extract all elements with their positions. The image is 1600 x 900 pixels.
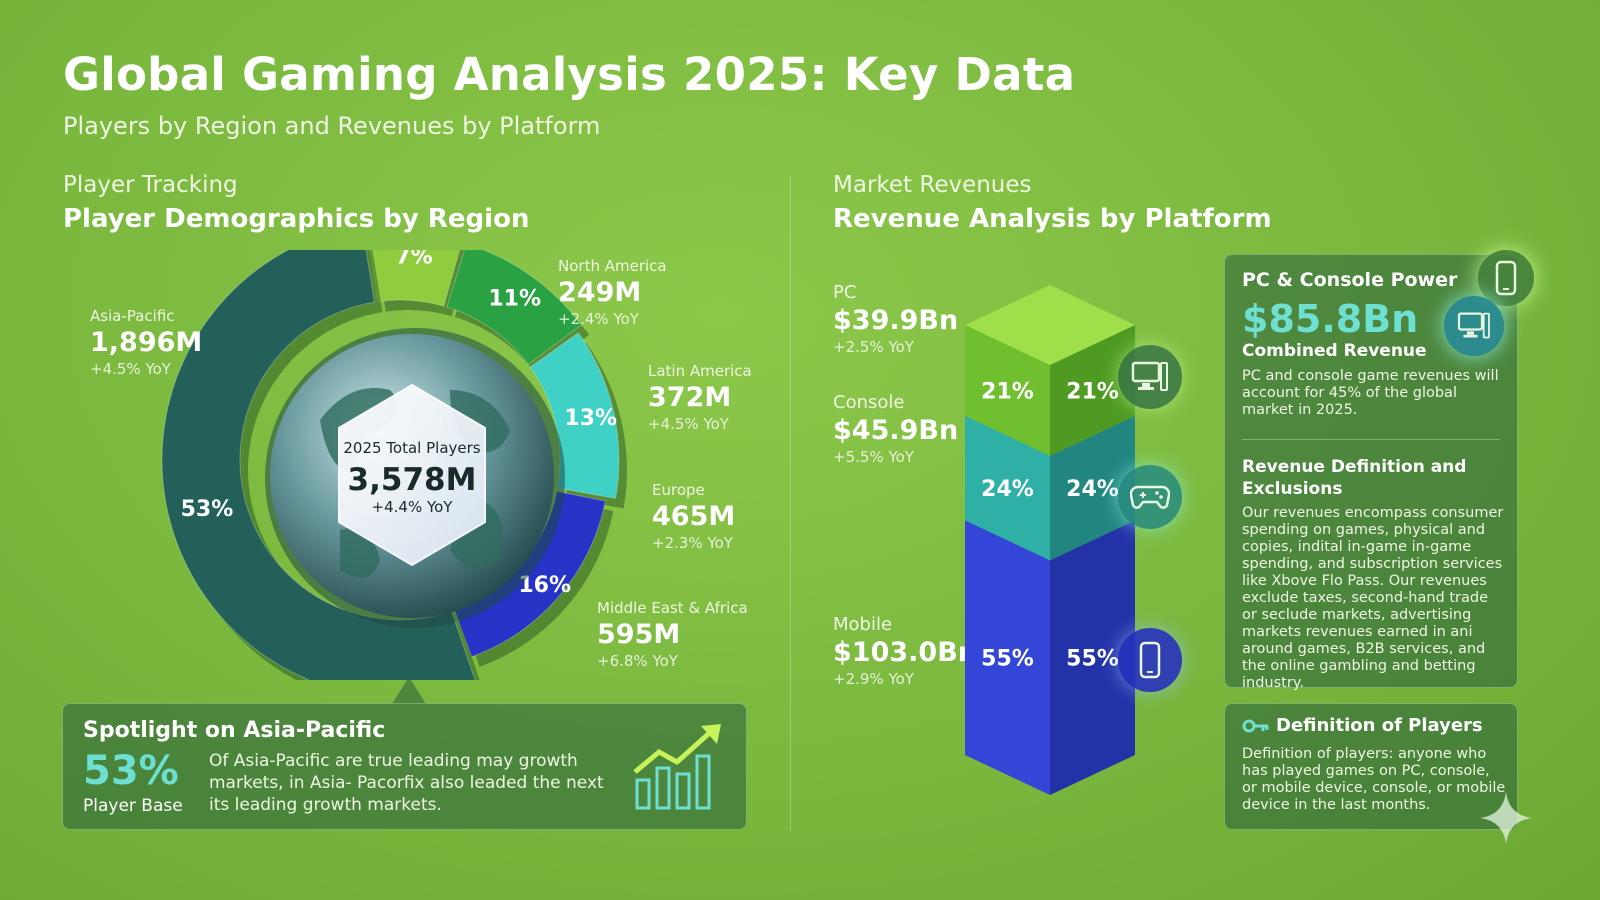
slice-label-asia-pacific: 53% [181, 497, 234, 522]
platform-name: Mobile [833, 614, 893, 635]
stack-face-left-pc [965, 325, 1050, 456]
left-section-heading: Player Demographics by Region [63, 204, 530, 234]
region-latin-america: Latin America 372M +4.5% YoY [648, 362, 752, 433]
key-icon [1242, 719, 1269, 733]
page-title: Global Gaming Analysis 2025: Key Data [63, 48, 1076, 101]
stack-label-left-mobile: 55% [981, 647, 1034, 672]
gamepad-icon [1118, 465, 1182, 529]
sparkle-icon [1480, 792, 1532, 844]
left-section-kicker: Player Tracking [63, 172, 238, 198]
smartphone-icon [1118, 628, 1182, 692]
stack-block-mobile: 55% 55% [965, 520, 1135, 795]
slice-label-north-america: 7% [395, 250, 432, 269]
region-name: Middle East & Africa [597, 599, 748, 617]
region-yoy: +4.5% YoY [90, 360, 171, 378]
platform-mobile: Mobile $103.0Bn +2.9% YoY [833, 614, 977, 688]
region-donut-chart: 7%11%13%16%53% 2025 Total Players 3,578M… [161, 250, 627, 680]
center-yoy: +4.4% YoY [372, 498, 454, 516]
stack-face-right-mobile [1050, 520, 1135, 795]
stack-face-left-mobile [965, 520, 1050, 795]
stack-face-top-pc [965, 285, 1135, 365]
platform-value: $103.0Bn [833, 637, 977, 668]
definition-of-players-card: Definition of Players Definition of play… [1224, 703, 1518, 830]
stack-label-right-mobile: 55% [1066, 647, 1119, 672]
stack-face-right-pc [1050, 325, 1135, 456]
region-asia-pacific: Asia-Pacific 1,896M +4.5% YoY [90, 307, 202, 378]
right-section-kicker: Market Revenues [833, 172, 1032, 198]
stack-face-right-console [1050, 415, 1135, 561]
donut-slice-north-america [369, 250, 461, 307]
stack-label-left-pc: 21% [981, 379, 1034, 404]
combined-revenue-label: Combined Revenue [1242, 341, 1427, 361]
spotlight-number: 53% [83, 748, 179, 794]
platform-yoy: +5.5% YoY [833, 448, 914, 466]
slice-label-europe: 13% [564, 406, 617, 431]
region-middle-east-africa: Middle East & Africa 595M +6.8% YoY [597, 599, 748, 670]
smartphone-icon [1478, 250, 1534, 306]
platform-name: Console [833, 392, 905, 413]
stack-label-right-pc: 21% [1066, 379, 1119, 404]
players-card-text: Definition of players: anyone who has pl… [1242, 746, 1506, 813]
card-divider [1242, 439, 1500, 440]
region-value: 465M [652, 501, 736, 532]
donut-slice-latin-america [446, 250, 582, 366]
region-north-america: North America 249M +2.4% YoY [558, 257, 667, 328]
platform-yoy: +2.9% YoY [833, 670, 914, 688]
revenue-definition-text: Our revenues encompass consumer spending… [1242, 505, 1504, 691]
center-hexagon [338, 383, 486, 567]
region-value: 249M [558, 277, 642, 308]
stack-face-left-console [965, 415, 1050, 561]
region-value: 595M [597, 619, 681, 650]
spotlight-pointer [392, 677, 426, 704]
desktop-icon [1444, 296, 1504, 356]
region-name: Europe [652, 481, 705, 499]
combined-revenue-value: $85.8Bn [1242, 297, 1419, 341]
region-name: North America [558, 257, 667, 275]
region-yoy: +2.3% YoY [652, 534, 733, 552]
region-value: 372M [648, 382, 732, 413]
region-name: Latin America [648, 362, 752, 380]
platform-yoy: +2.5% YoY [833, 338, 914, 356]
donut-slice-europe [529, 332, 620, 499]
region-yoy: +6.8% YoY [597, 652, 678, 670]
slice-label-latin-america: 11% [488, 286, 541, 311]
section-divider [790, 176, 791, 831]
spotlight-card: Spotlight on Asia-Pacific 53% Player Bas… [62, 703, 747, 830]
region-name: Asia-Pacific [90, 307, 175, 325]
platform-name: PC [833, 282, 857, 303]
donut-slice-asia-pacific [161, 250, 476, 680]
stack-label-left-console: 24% [981, 477, 1034, 502]
platform-value: $45.9Bn [833, 415, 959, 446]
region-yoy: +4.5% YoY [648, 415, 729, 433]
card-title: PC & Console Power [1242, 269, 1458, 291]
platform-console: Console $45.9Bn +5.5% YoY [833, 392, 958, 466]
platform-pc: PC $39.9Bn +2.5% YoY [833, 282, 958, 356]
spotlight-text: Of Asia-Pacific are true leading may gro… [209, 751, 604, 815]
platform-stacked-bar: 21% 21% 24% 24% 55% 55% [965, 285, 1135, 795]
center-total: 3,578M [348, 462, 477, 498]
desktop-icon [1118, 345, 1182, 409]
players-card-title: Definition of Players [1276, 715, 1483, 736]
center-label: 2025 Total Players [343, 439, 480, 457]
region-europe: Europe 465M +2.3% YoY [652, 481, 735, 552]
page-subtitle: Players by Region and Revenues by Platfo… [63, 112, 601, 140]
region-value: 1,896M [90, 327, 203, 358]
spotlight-title: Spotlight on Asia-Pacific [83, 718, 386, 743]
platform-value: $39.9Bn [833, 305, 959, 336]
stack-label-right-console: 24% [1066, 477, 1119, 502]
stack-block-pc: 21% 21% [965, 285, 1135, 456]
growth-chart-icon [633, 724, 721, 810]
spotlight-sub: Player Base [83, 796, 183, 816]
stack-block-console: 24% 24% [965, 415, 1135, 561]
region-yoy: +2.4% YoY [558, 310, 639, 328]
revenue-definition-title: Revenue Definition and Exclusions [1242, 457, 1467, 499]
right-section-heading: Revenue Analysis by Platform [833, 204, 1272, 234]
combined-revenue-text: PC and console game revenues will accoun… [1242, 368, 1499, 418]
